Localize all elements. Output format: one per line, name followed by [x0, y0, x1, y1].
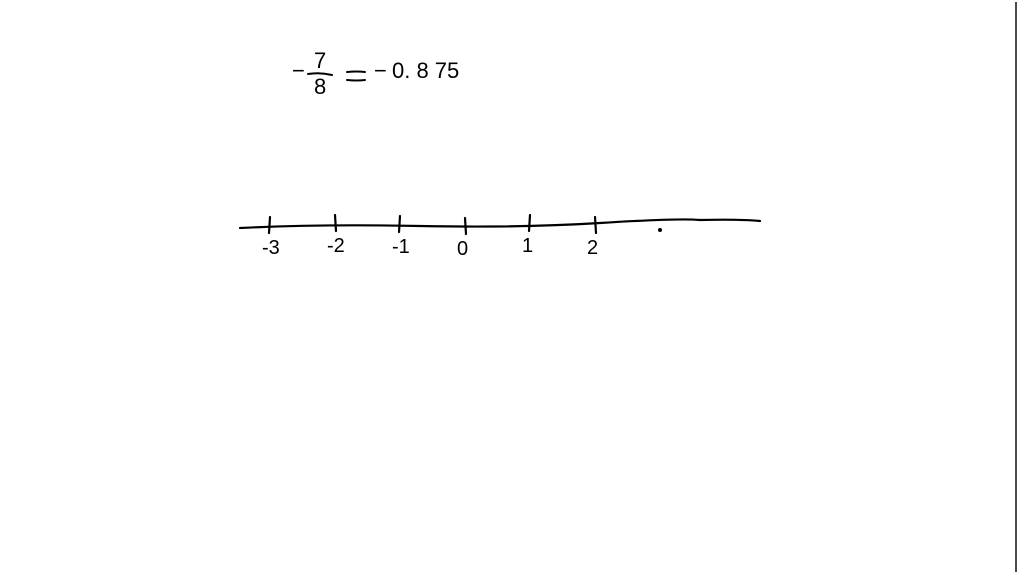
- equation-neg1: −: [292, 58, 305, 83]
- tick-label: 1: [522, 235, 533, 257]
- tick-mark: [465, 218, 466, 234]
- equals-sign-top: [347, 72, 365, 73]
- tick-label: -3: [262, 237, 280, 259]
- tick-label: -1: [392, 236, 410, 258]
- tick-mark: [335, 215, 336, 231]
- tick-mark: [529, 215, 530, 231]
- tick-mark: [399, 216, 400, 232]
- tick-label: 2: [587, 237, 598, 259]
- equation-value: 0. 8 75: [392, 58, 459, 83]
- tick-label: 0: [457, 238, 468, 260]
- whiteboard-canvas: −78−0. 8 75-3-2-1012: [0, 0, 1024, 576]
- tick-label: -2: [327, 235, 345, 257]
- tick-mark: [269, 217, 270, 233]
- equation-denominator: 8: [314, 74, 326, 99]
- equals-sign-bottom: [347, 80, 365, 81]
- equation-neg2: −: [374, 58, 387, 83]
- tick-mark: [595, 217, 596, 233]
- equation-numerator: 7: [314, 48, 326, 73]
- stray-dot: [658, 228, 662, 232]
